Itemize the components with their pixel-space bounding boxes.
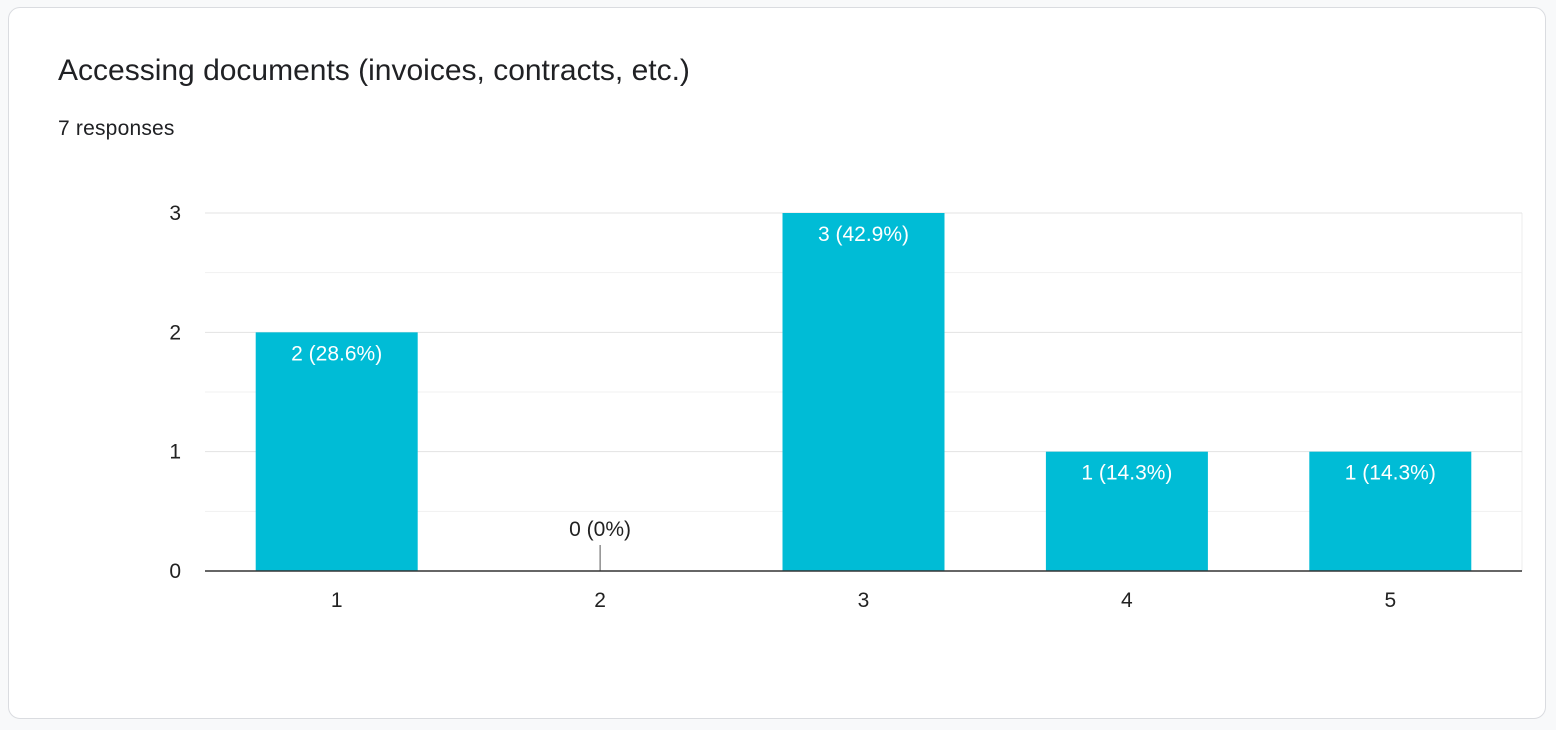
bar-data-label: 1 (14.3%)	[1345, 462, 1436, 485]
y-tick-label: 2	[169, 321, 181, 344]
bar-data-label: 1 (14.3%)	[1081, 462, 1172, 485]
y-tick-label: 0	[169, 560, 181, 583]
response-count: 7 responses	[58, 117, 175, 140]
bars: 2 (28.6%) 0 (0%) 3 (42.9%) 1 (14.3%) 1 (14.3…	[255, 213, 1472, 571]
x-tick-label: 2	[594, 589, 606, 612]
x-tick-label: 1	[331, 589, 343, 612]
bar-data-label: 0 (0%)	[569, 518, 631, 541]
bar	[782, 213, 945, 571]
y-tick-label: 3	[169, 202, 181, 225]
question-card: Accessing documents (invoices, contracts…	[8, 7, 1546, 719]
bar	[1045, 451, 1208, 571]
bar-data-label: 2 (28.6%)	[291, 342, 382, 365]
y-axis-ticks: 0 1 2 3	[169, 202, 181, 583]
question-title: Accessing documents (invoices, contracts…	[58, 54, 690, 87]
bar-chart: 0 1 2 3 2 (28.6%) 0 (0%) 3 (42.9%) 1 (14.3%) 1 …	[169, 202, 1523, 612]
x-tick-label: 3	[858, 589, 870, 612]
x-axis-ticks: 1 2 3 4 5	[331, 589, 1396, 612]
x-tick-label: 5	[1384, 589, 1396, 612]
x-tick-label: 4	[1121, 589, 1133, 612]
y-tick-label: 1	[169, 441, 181, 464]
bar	[255, 332, 418, 571]
bar-data-label: 3 (42.9%)	[818, 223, 909, 246]
bar	[1309, 451, 1472, 571]
